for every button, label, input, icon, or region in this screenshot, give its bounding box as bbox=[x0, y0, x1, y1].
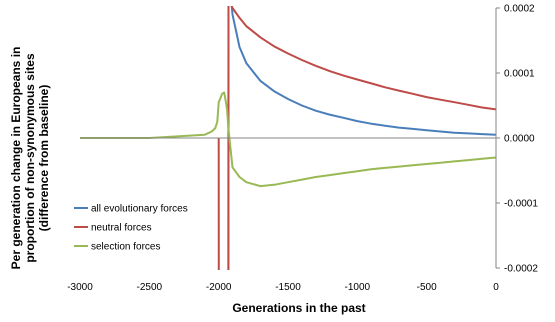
y-axis-title-line: proportion of non-synonymous sites bbox=[23, 53, 37, 263]
x-tick-label: -1500 bbox=[275, 282, 301, 293]
legend-label: neutral forces bbox=[91, 223, 152, 234]
x-tick-label: -500 bbox=[417, 282, 437, 293]
legend: all evolutionary forces neutral forces sel… bbox=[74, 204, 188, 253]
y-axis-title-line: Per generation change in Europeans in bbox=[9, 47, 23, 270]
x-tick-label: 0 bbox=[493, 282, 499, 293]
x-axis-title: Generations in the past bbox=[232, 301, 365, 315]
y-tick-label: -0.0002 bbox=[504, 264, 538, 275]
plot-area bbox=[80, 6, 496, 270]
legend-label: all evolutionary forces bbox=[91, 204, 188, 215]
y-tick-label: 0.0002 bbox=[504, 4, 535, 15]
x-tick-label: -2500 bbox=[137, 282, 163, 293]
x-tick-label: -3000 bbox=[67, 282, 93, 293]
series-line-3 bbox=[80, 91, 496, 188]
y-tick-label: 0.0000 bbox=[504, 134, 535, 145]
legend-label: selection forces bbox=[91, 242, 160, 253]
x-tick-label: -2000 bbox=[206, 282, 232, 293]
y-axis-title-line: (difference from baseline) bbox=[37, 85, 51, 232]
series-line-2 bbox=[217, 6, 496, 270]
axes: 0.0002 0.0001 0.0000 -0.0001 -0.0002 -3000 -25… bbox=[67, 4, 538, 294]
y-axis-title: Per generation change in Europeans inpro… bbox=[9, 47, 51, 270]
series-line-1 bbox=[227, 6, 496, 270]
x-tick-label: -1000 bbox=[345, 282, 371, 293]
y-tick-label: -0.0001 bbox=[504, 199, 538, 210]
y-tick-label: 0.0001 bbox=[504, 69, 535, 80]
